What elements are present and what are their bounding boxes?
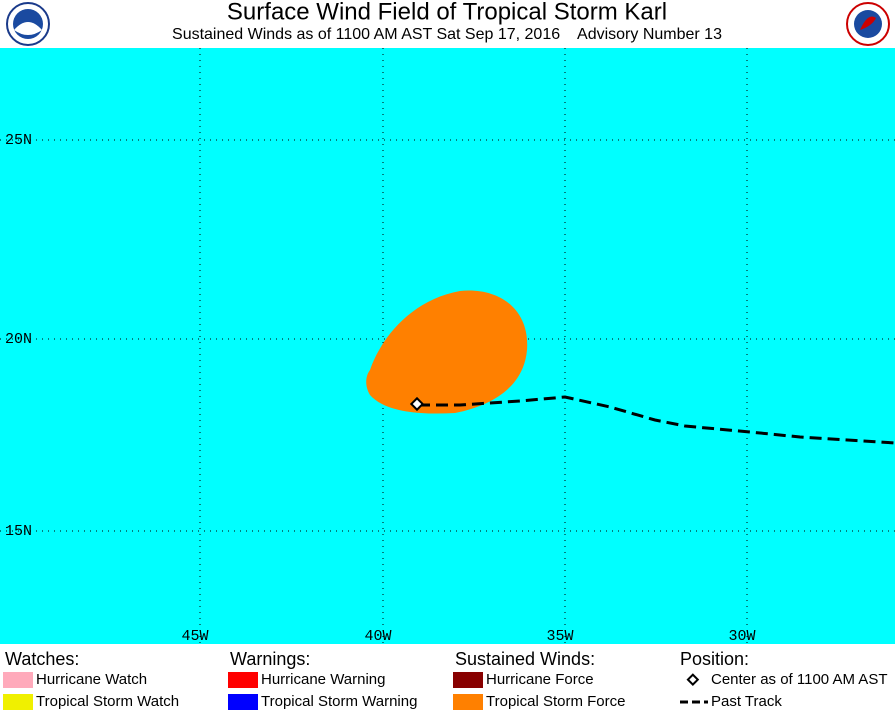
legend-label: Tropical Storm Warning <box>261 693 417 710</box>
legend: Watches: Hurricane Watch Tropical Storm Wa… <box>3 649 887 710</box>
legend-heading: Warnings: <box>230 649 310 669</box>
lon-label: 40W <box>364 628 391 645</box>
legend-label: Hurricane Watch <box>36 671 147 688</box>
lat-label: 20N <box>5 331 32 348</box>
subtitle: Sustained Winds as of 1100 AM AST Sat Se… <box>172 26 722 43</box>
tropical-storm-wind-field <box>366 290 528 414</box>
title: Surface Wind Field of Tropical Storm Kar… <box>227 0 667 25</box>
legend-swatch <box>453 672 483 688</box>
legend-swatch <box>228 672 258 688</box>
legend-label: Tropical Storm Watch <box>36 693 179 710</box>
lon-label: 45W <box>181 628 208 645</box>
legend-label: Hurricane Force <box>486 671 594 688</box>
legend-heading: Watches: <box>5 649 79 669</box>
legend-swatch <box>3 672 33 688</box>
noaa-logo <box>6 2 50 46</box>
past-track <box>418 395 895 445</box>
legend-label: Center as of 1100 AM AST <box>711 671 887 688</box>
legend-label: Tropical Storm Force <box>486 693 625 710</box>
legend-swatch <box>228 694 258 710</box>
legend-heading: Sustained Winds: <box>455 649 595 669</box>
legend-label: Hurricane Warning <box>261 671 386 688</box>
lat-label: 25N <box>5 132 32 149</box>
nws-logo <box>846 2 890 46</box>
storm-center <box>409 396 425 412</box>
lon-label: 35W <box>546 628 573 645</box>
legend-label: Past Track <box>711 693 782 710</box>
lon-label: 30W <box>728 628 755 645</box>
lat-label: 15N <box>5 523 32 540</box>
legend-heading: Position: <box>680 649 749 669</box>
legend-swatch <box>3 694 33 710</box>
legend-swatch <box>453 694 483 710</box>
legend-symbol <box>686 673 700 687</box>
